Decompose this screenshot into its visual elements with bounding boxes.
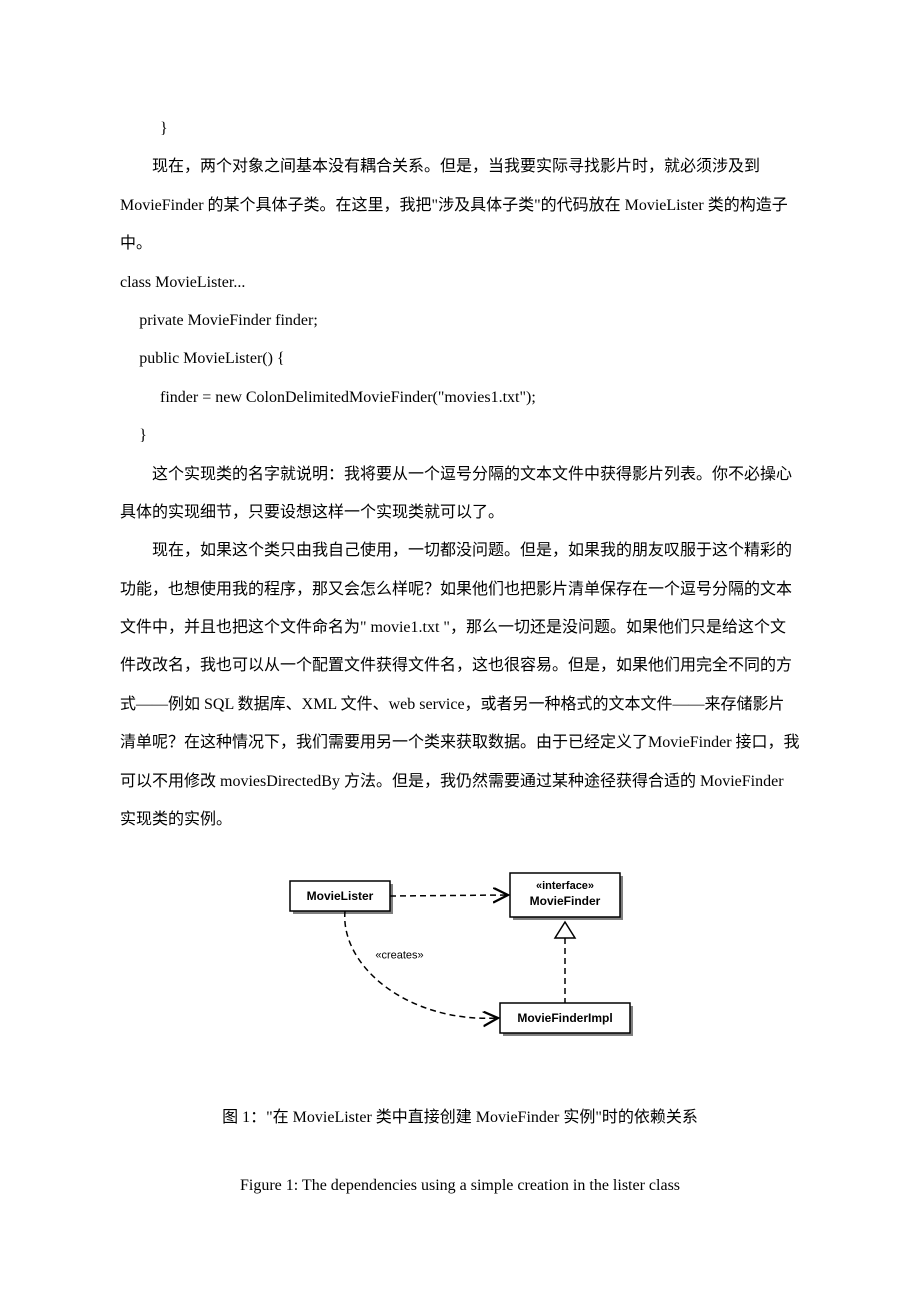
code-line-2: private MovieFinder finder; [120,302,800,340]
svg-text:«interface»: «interface» [536,880,594,892]
figure-caption-en: Figure 1: The dependencies using a simpl… [120,1167,800,1205]
document-page: } 现在，两个对象之间基本没有耦合关系。但是，当我要实际寻找影片时，就必须涉及到… [0,0,920,1266]
uml-diagram: MovieLister «interface» MovieFinder MovieFi… [120,863,800,1068]
code-brace: } [120,110,800,148]
uml-svg: MovieLister «interface» MovieFinder MovieFi… [280,863,640,1053]
paragraph-2: 这个实现类的名字就说明：我将要从一个逗号分隔的文本文件中获得影片列表。你不必操心… [120,456,800,533]
code-line-4: finder = new ColonDelimitedMovieFinder("… [120,379,800,417]
paragraph-3: 现在，如果这个类只由我自己使用，一切都没问题。但是，如果我的朋友叹服于这个精彩的… [120,532,800,839]
paragraph-1: 现在，两个对象之间基本没有耦合关系。但是，当我要实际寻找影片时，就必须涉及到 M… [120,148,800,263]
svg-text:MovieFinder: MovieFinder [530,894,601,908]
svg-text:MovieFinderImpl: MovieFinderImpl [517,1011,612,1025]
svg-text:«creates»: «creates» [375,950,423,962]
code-line-3: public MovieLister() { [120,340,800,378]
code-line-1: class MovieLister... [120,264,800,302]
figure-caption-zh: 图 1："在 MovieLister 类中直接创建 MovieFinder 实例… [120,1099,800,1137]
svg-text:MovieLister: MovieLister [307,889,374,903]
code-line-5: } [120,417,800,455]
